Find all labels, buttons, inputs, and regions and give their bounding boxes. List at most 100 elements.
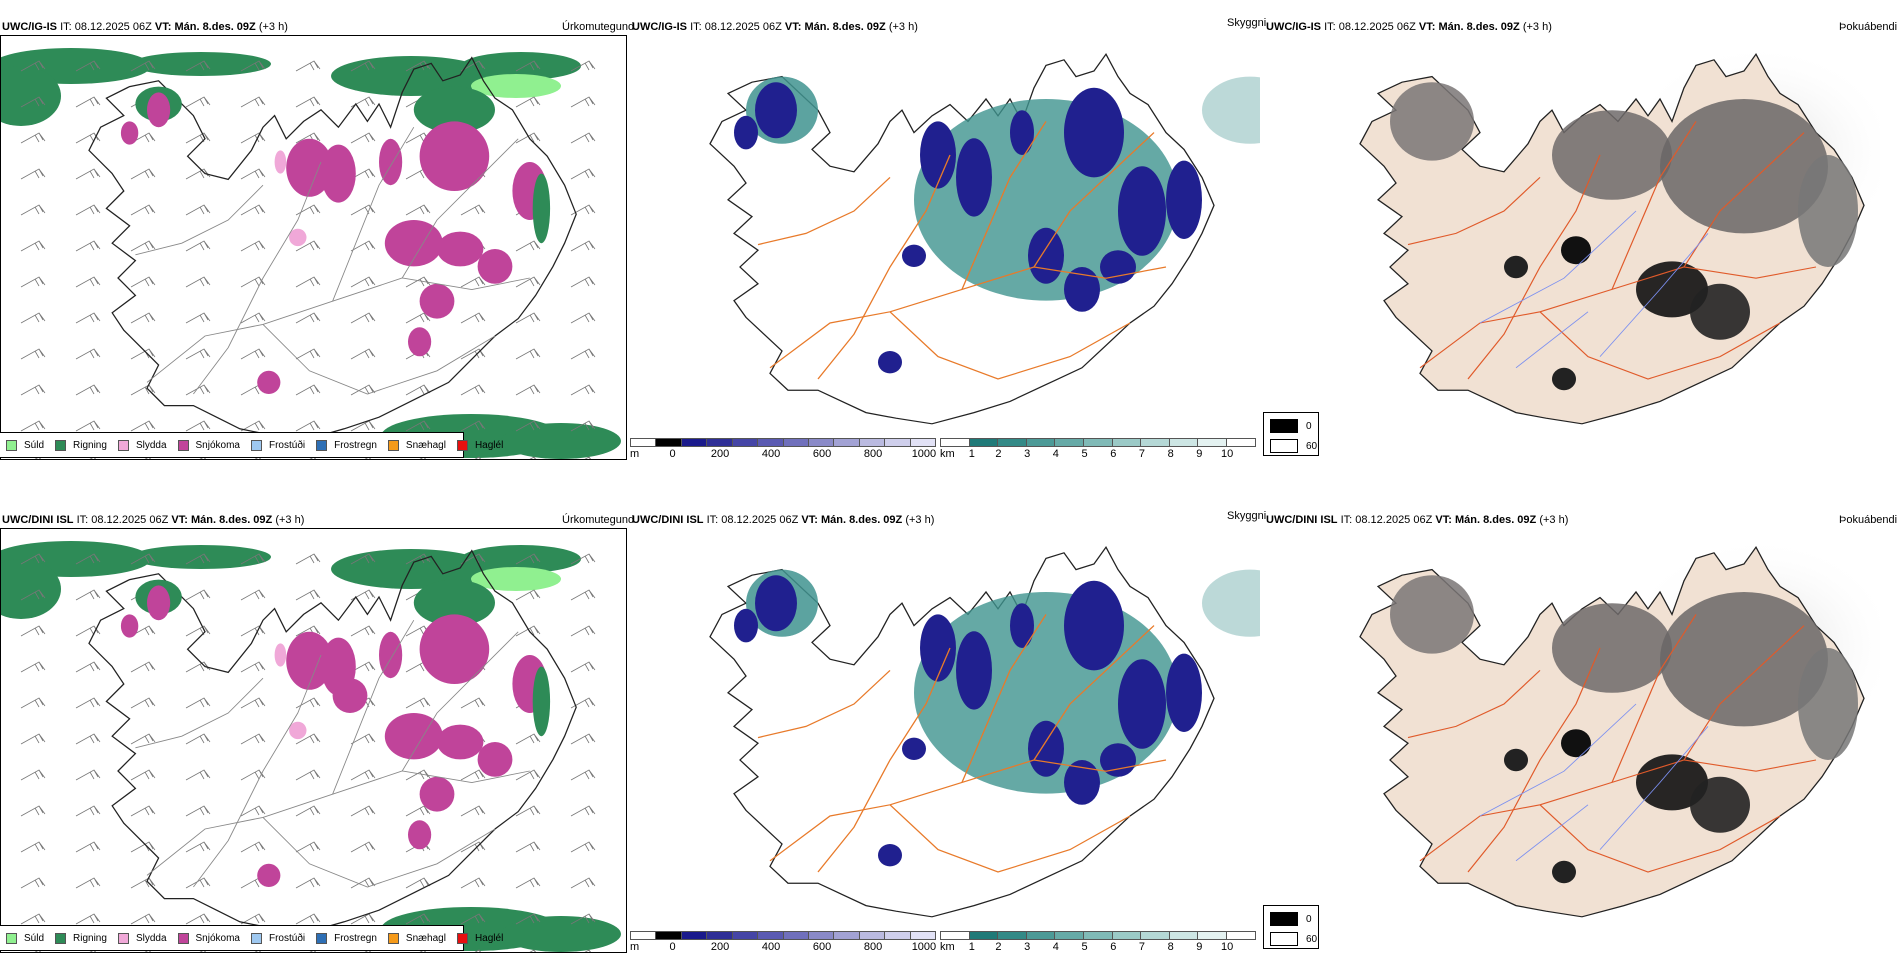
snow-area [384, 220, 443, 267]
colorbar-segment [1112, 439, 1142, 446]
wind-barb [130, 769, 156, 781]
it-label: IT: [1340, 514, 1353, 526]
colorbar-segment [656, 439, 682, 446]
it-label: IT: [1324, 21, 1336, 33]
ceiling-area [956, 138, 992, 217]
legend-swatch [387, 932, 399, 944]
ceiling-colorbar: m 0 200 400 600 800 1000 [630, 438, 936, 464]
fog-area [1798, 648, 1858, 760]
colorbar-tick: 10 [1221, 448, 1234, 460]
colorbar-tick: 0 [669, 941, 676, 953]
road-line [1683, 625, 1805, 761]
colorbar-segment [783, 439, 809, 446]
colorbar-segment [969, 932, 999, 939]
road-line [262, 324, 496, 395]
cloud-map-canvas [709, 545, 1260, 918]
vt-value: Mán. 8.des. 09Z [1454, 514, 1537, 526]
ceiling-area [1118, 659, 1166, 749]
road-line [1683, 132, 1805, 268]
lead-time: (+3 h) [258, 21, 288, 33]
wind-barb [185, 276, 211, 288]
colorbar-segment [631, 932, 657, 939]
legend-swatch [117, 439, 129, 451]
snow-area [379, 138, 403, 186]
fog-map-canvas [1359, 43, 1880, 425]
wind-barb [515, 877, 541, 889]
fog-indicator-map[interactable] [1290, 33, 1885, 428]
colorbar-tick: 1 [968, 941, 975, 953]
wind-barb [20, 697, 46, 709]
fog-panel-header: UWC/IG-IS IT: 08.12.2025 06Z VT: Mán. 8.… [1266, 21, 1552, 34]
wind-barb [240, 60, 266, 72]
legend-label: Slydda [135, 439, 167, 451]
colorbar-tick: 600 [812, 448, 832, 460]
colorbar-tick: 4 [1052, 448, 1059, 460]
wind-barb [130, 276, 156, 288]
vt-value: Mán. 8.des. 09Z [820, 514, 903, 526]
fog-panel-title: Þokuábendi [1839, 21, 1898, 33]
legend-label: Rigning [73, 439, 107, 451]
snow-area [120, 614, 139, 638]
fog-legend-label: 0 [1306, 420, 1312, 432]
wind-barb [75, 589, 101, 601]
wind-barb [20, 276, 46, 288]
wind-barb [75, 733, 101, 745]
wind-barb [20, 661, 46, 673]
wind-barb [20, 384, 46, 396]
visibility-area [1202, 569, 1260, 637]
snow-area [419, 614, 490, 684]
snow-area [120, 121, 139, 145]
fog-legend-swatch [1270, 912, 1298, 926]
legend-item: Snjókoma [177, 932, 240, 944]
drizzle-area [471, 567, 561, 591]
wind-barb [515, 384, 541, 396]
ceiling-visibility-map[interactable] [630, 33, 1265, 428]
wind-barb [295, 805, 321, 817]
wind-barb [75, 312, 101, 324]
wind-barb [529, 949, 536, 952]
wind-barb [20, 96, 46, 108]
wind-barb [405, 877, 431, 889]
it-label: IT: [60, 21, 72, 33]
precip-type-map[interactable] [0, 528, 627, 953]
colorbar-segment [732, 932, 759, 939]
precip-panel-title: Úrkomutegund [562, 514, 635, 526]
precip-panel-header: UWC/DINI ISL IT: 08.12.2025 06Z VT: Mán.… [2, 514, 304, 527]
wind-barb [570, 96, 596, 108]
road-line [146, 770, 530, 876]
legend-item: Frostregn [316, 439, 377, 451]
wind-barb [405, 805, 431, 817]
colorbar-unit: km [940, 448, 955, 460]
wind-barb [350, 841, 376, 853]
wind-barb [570, 204, 596, 216]
iceland-cloud [709, 545, 1260, 918]
wind-barb [460, 420, 486, 432]
wind-barb [240, 625, 266, 637]
wind-barb [460, 877, 486, 889]
precip-type-map[interactable] [0, 35, 627, 460]
ceiling-visibility-map[interactable] [630, 526, 1265, 921]
ceiling-area [1100, 250, 1136, 284]
fog-indicator-map[interactable] [1290, 526, 1885, 921]
wind-barb [185, 384, 211, 396]
wind-barb [570, 240, 596, 252]
road-line [262, 817, 496, 888]
wind-barb [75, 96, 101, 108]
snow-area [408, 327, 432, 357]
legend-label: Frostúði [268, 932, 306, 944]
colorbar-segment [1169, 932, 1199, 939]
ceiling-area [1010, 110, 1034, 155]
lead-time: (+3 h) [1539, 514, 1569, 526]
legend-swatch [316, 932, 328, 944]
colorbar-tick: 1 [968, 448, 975, 460]
wind-barb [240, 312, 266, 324]
fog-area [1552, 860, 1576, 884]
wind-barb [20, 625, 46, 637]
wind-barb [529, 456, 536, 459]
wind-barb [185, 60, 211, 72]
wind-barb [240, 348, 266, 360]
wind-barb [295, 841, 321, 853]
colorbar-tick: 8 [1167, 941, 1174, 953]
wind-barb [75, 384, 101, 396]
fog-area [1552, 603, 1672, 693]
